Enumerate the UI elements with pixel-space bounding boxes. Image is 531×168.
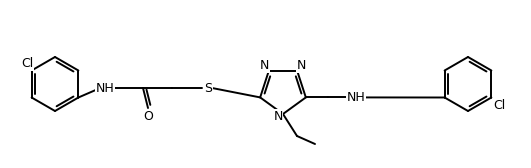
Text: N: N (260, 59, 270, 72)
Text: NH: NH (96, 81, 114, 94)
Text: N: N (273, 110, 282, 122)
Text: S: S (204, 81, 212, 94)
Text: Cl: Cl (21, 57, 34, 70)
Text: N: N (296, 59, 306, 72)
Text: Cl: Cl (493, 99, 506, 112)
Text: NH: NH (346, 91, 365, 104)
Text: O: O (143, 110, 153, 122)
